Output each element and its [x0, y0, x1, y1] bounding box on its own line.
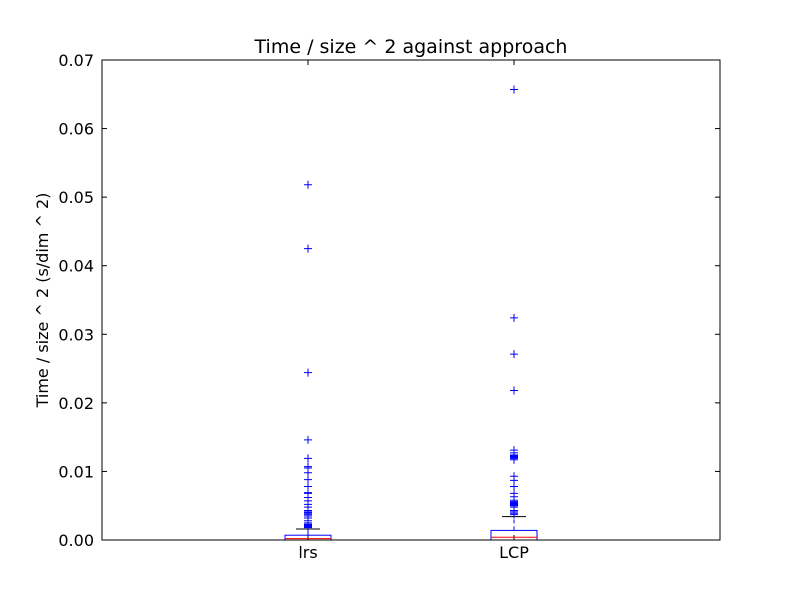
flier-point [304, 435, 312, 444]
flier-point [510, 350, 518, 359]
flier-point [304, 482, 312, 491]
y-tick-label: 0.07 [58, 51, 94, 70]
y-tick-label: 0.03 [58, 325, 94, 344]
flier-point [510, 313, 518, 322]
flier-point [304, 462, 312, 471]
y-tick-label: 0.01 [58, 462, 94, 481]
chart-title: Time / size ^ 2 against approach [254, 36, 568, 58]
flier-point [510, 446, 518, 455]
y-tick-label: 0.06 [58, 120, 94, 139]
flier-point [510, 85, 518, 94]
y-tick-label: 0.04 [58, 257, 94, 276]
box-lrs [284, 180, 332, 541]
x-tick-label: lrs [298, 543, 317, 562]
y-axis-label: Time / size ^ 2 (s/dim ^ 2) [33, 193, 52, 409]
flier-point [304, 475, 312, 484]
plot-area [102, 59, 720, 541]
flier-point [304, 180, 312, 189]
flier-point [510, 489, 518, 498]
flier-point [304, 454, 312, 463]
y-tick-label: 0.05 [58, 188, 94, 207]
plot-frame [101, 59, 721, 541]
flier-point [304, 368, 312, 377]
x-tick-label: LCP [499, 543, 529, 562]
flier-point [510, 472, 518, 481]
y-tick-label: 0.02 [58, 394, 94, 413]
box-lcp [490, 85, 538, 541]
y-tick-label: 0.00 [58, 531, 94, 550]
flier-point [304, 244, 312, 253]
flier-point [510, 386, 518, 395]
